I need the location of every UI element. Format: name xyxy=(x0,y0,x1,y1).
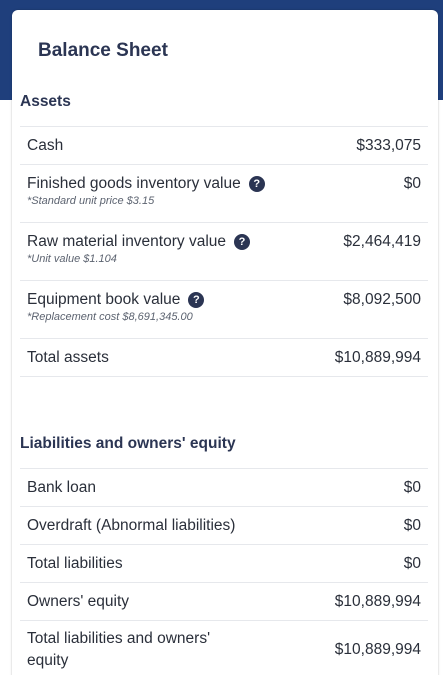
row-value: $0 xyxy=(403,478,421,496)
row-label: Raw material inventory value xyxy=(27,233,227,250)
balance-sheet-card: Balance Sheet xyxy=(12,10,438,675)
row-value: $0 xyxy=(403,516,421,534)
asset-row-raw-material: Raw material inventory value ? *Unit val… xyxy=(20,223,428,281)
row-value: $333,075 xyxy=(356,136,421,154)
liability-row-overdraft: Overdraft (Abnormal liabilities) $0 xyxy=(20,507,428,545)
row-label: Overdraft (Abnormal liabilities) xyxy=(27,516,236,534)
row-note: *Standard unit price $3.15 xyxy=(27,195,155,207)
assets-table: Cash $333,075 Finished goods inventory v… xyxy=(20,126,428,377)
assets-title: Assets xyxy=(20,93,71,110)
asset-row-finished-goods: Finished goods inventory value ? *Standa… xyxy=(20,165,428,223)
row-value: $0 xyxy=(403,175,421,192)
row-label: Total assets xyxy=(27,348,109,366)
row-label: Total liabilities and owners' xyxy=(27,630,211,647)
row-value: $10,889,994 xyxy=(334,348,421,366)
row-label: Finished goods inventory value xyxy=(27,175,241,192)
help-icon[interactable]: ? xyxy=(248,176,265,192)
row-label: Equipment book value xyxy=(27,291,181,308)
liability-row-total-liabilities-equity: Total liabilities and owners' equity $10… xyxy=(20,621,428,675)
liabilities-table: Bank loan $0 Overdraft (Abnormal liabili… xyxy=(20,468,428,675)
liability-row-owners-equity: Owners' equity $10,889,994 xyxy=(20,583,428,621)
card-title: Balance Sheet xyxy=(38,40,168,61)
liability-row-bank-loan: Bank loan $0 xyxy=(20,469,428,507)
row-label: Owners' equity xyxy=(27,592,130,610)
asset-row-cash: Cash $333,075 xyxy=(20,127,428,165)
liabilities-section: Liabilities and owners' equity Bank loan… xyxy=(20,430,428,675)
liability-row-total-liabilities: Total liabilities $0 xyxy=(20,545,428,583)
asset-row-total: Total assets $10,889,994 xyxy=(20,339,428,377)
row-label: Cash xyxy=(27,136,64,154)
liabilities-title: Liabilities and owners' equity xyxy=(20,435,236,452)
row-label: Bank loan xyxy=(27,478,96,496)
row-note: *Unit value $1.104 xyxy=(27,253,117,265)
row-label-continued: equity xyxy=(27,652,69,669)
asset-row-equipment: Equipment book value ? *Replacement cost… xyxy=(20,281,428,339)
row-value: $10,889,994 xyxy=(334,641,421,658)
row-value: $0 xyxy=(403,554,421,572)
row-value: $10,889,994 xyxy=(334,592,421,610)
help-icon[interactable]: ? xyxy=(188,292,205,308)
row-label: Total liabilities xyxy=(27,554,123,572)
help-icon[interactable]: ? xyxy=(234,234,251,250)
assets-section: Assets Cash $333,075 Finished goods inve… xyxy=(20,88,428,377)
row-value: $2,464,419 xyxy=(343,233,421,250)
row-value: $8,092,500 xyxy=(343,291,421,308)
row-note: *Replacement cost $8,691,345.00 xyxy=(27,311,193,323)
